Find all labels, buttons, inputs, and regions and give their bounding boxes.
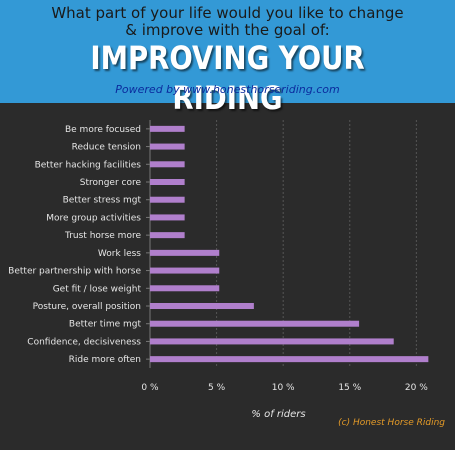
category-label: Better time mgt [69, 320, 142, 330]
category-label: Ride more often [69, 355, 141, 365]
x-tick-label: 0 % [141, 383, 159, 393]
x-tick-label: 20 % [405, 383, 428, 393]
powered-by-link[interactable]: Powered by www.honesthorseriding.com [115, 83, 340, 96]
bar-7 [150, 249, 220, 256]
bar-11 [150, 320, 360, 327]
category-label: Be more focused [65, 125, 141, 135]
x-tick-label: 15 % [338, 383, 361, 393]
category-label: Better hacking facilities [35, 160, 142, 170]
category-label: More group activities [46, 213, 141, 223]
bar-8 [150, 267, 220, 274]
category-label: Stronger core [80, 178, 142, 188]
category-label: Better partnership with horse [8, 267, 141, 277]
copyright-credit: (c) Honest Horse Riding [338, 418, 445, 428]
category-label: Posture, overall position [33, 302, 141, 312]
bar-2 [150, 161, 185, 168]
category-label: Work less [98, 249, 141, 259]
bar-chart: 0 % 5 % 10 % 15 % 20 % Be more focused Reduce … [8, 120, 429, 420]
category-label: Confidence, decisiveness [27, 337, 141, 347]
x-axis-label: % of riders [251, 409, 305, 420]
bar-5 [150, 214, 185, 221]
category-label: Better stress mgt [63, 196, 142, 206]
bar-10 [150, 303, 254, 309]
bar-3 [150, 179, 185, 185]
category-label: Trust horse more [64, 231, 141, 241]
plot-area: 0 % 5 % 10 % 15 % 20 % Be more focused Reduce … [0, 103, 455, 450]
question-line-1: What part of your life would you like to… [51, 4, 404, 22]
chart-header: What part of your life would you like to… [0, 0, 455, 117]
bar-1 [150, 143, 185, 150]
bar-13 [150, 356, 429, 363]
bar-6 [150, 232, 185, 239]
bar-0 [150, 125, 185, 132]
bar-4 [150, 196, 185, 203]
x-tick-label: 10 % [272, 383, 295, 393]
category-label: Reduce tension [72, 143, 141, 153]
bar-9 [150, 285, 220, 292]
goal-title: IMPROVING YOUR RIDING [90, 39, 365, 117]
x-tick-label: 5 % [208, 383, 226, 393]
category-label: Get fit / lose weight [53, 284, 142, 294]
bar-12 [150, 338, 394, 345]
question-line-2: & improve with the goal of: [125, 21, 330, 39]
